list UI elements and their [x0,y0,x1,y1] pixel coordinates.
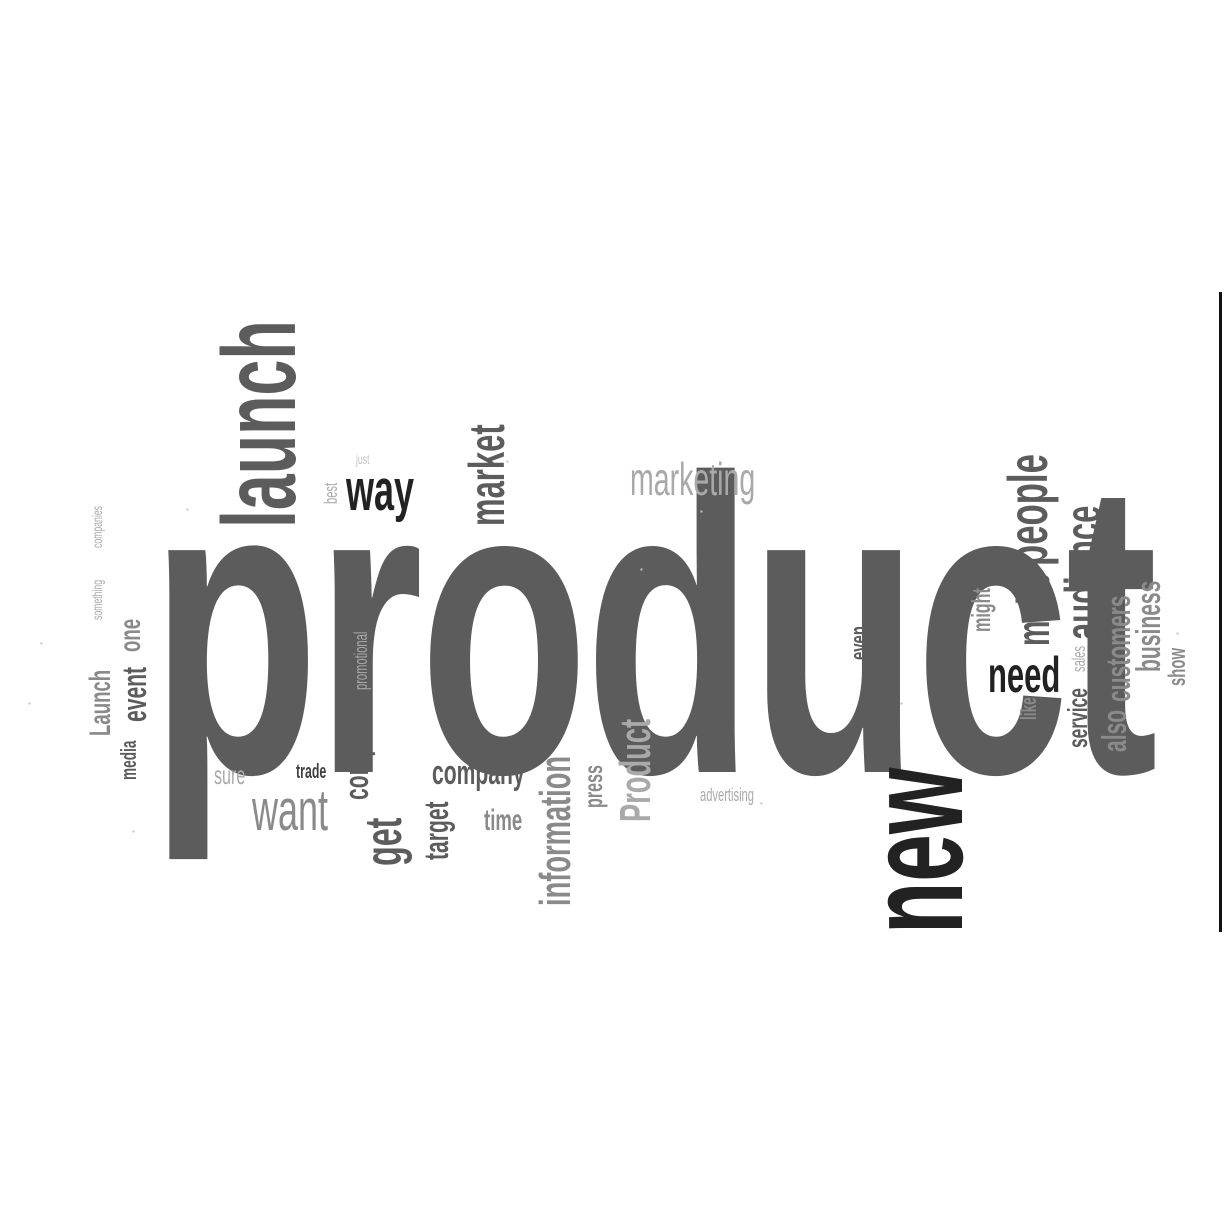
word-companies: companies [90,506,104,548]
word-customers: customers [1102,595,1136,702]
filler-text: ▪ [700,508,703,516]
word-marketing: marketing [630,456,755,502]
word-new: new [846,768,984,934]
word-media: media [118,741,140,780]
filler-text: ▪ [28,700,31,708]
filler-text: ▪ [506,458,509,466]
word-make: make [1010,573,1056,646]
word-need: need [988,650,1060,700]
word-company: company [432,756,525,790]
word-one: one [116,619,146,652]
word-want: want [252,782,328,840]
word-might: might [968,588,994,632]
word-target: target [420,801,454,860]
word-trade: trade [296,762,326,782]
filler-text: ▪ [760,800,763,808]
word-event: event [118,667,152,722]
word-people: people [1000,454,1056,566]
word-market: market [462,424,512,526]
word-press: press [580,765,606,808]
word-competition: competition [340,681,374,800]
word-promotional: promotional [352,632,370,690]
word-time: time [484,806,522,836]
word-advertising: advertising [700,786,754,804]
right-edge-line [1219,292,1222,932]
filler-text: ▪ [40,640,43,648]
word-product-cap: Product [614,719,658,822]
word-best: best [322,483,340,504]
filler-text: ▪ [640,566,643,574]
word-also: also [1098,710,1132,752]
word-something: something [90,580,104,620]
filler-text: ▪ [186,506,189,514]
word-show: show [1166,648,1190,686]
word-launch-cap: Launch [86,670,116,736]
word-way: way [346,462,414,520]
filler-text: ▪ [132,828,135,836]
word-launch: launch [208,320,312,528]
word-sales: sales [1070,646,1088,672]
word-even: even [848,626,872,660]
word-information: information [534,756,578,906]
word-sure: sure [214,762,245,788]
word-get: get [358,818,410,866]
filler-text: ▪ [900,700,903,708]
filler-text: ▪ [1176,630,1179,638]
word-service: service [1064,688,1092,748]
word-just: just [356,452,370,466]
